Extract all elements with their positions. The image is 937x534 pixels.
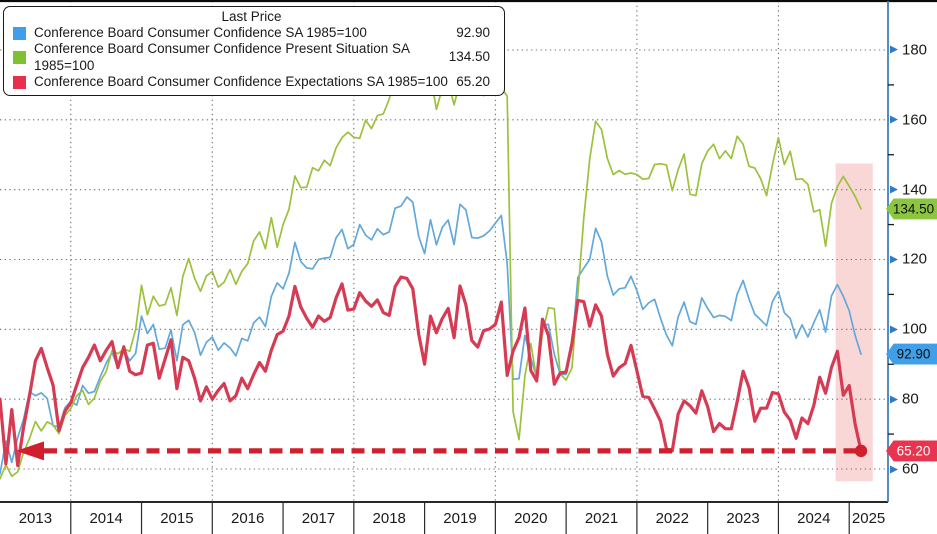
year-label-2019: 2019 (443, 510, 477, 527)
year-label-2023: 2023 (726, 510, 760, 527)
last-price-badge-expectations: 65.20 (886, 440, 937, 462)
series-line-present-situation (0, 63, 862, 480)
legend-rows: Conference Board Consumer Confidence SA … (13, 25, 490, 90)
tick-arrow-icon (890, 185, 898, 194)
legend-row: Conference Board Consumer Confidence Exp… (13, 74, 490, 90)
y-tick-value: 120 (902, 250, 928, 268)
year-label-2017: 2017 (301, 510, 336, 527)
legend-series-last-price: 92.90 (456, 25, 490, 40)
last-price-badge-confidence: 92.90 (886, 343, 937, 365)
y-tick-label-60: 60 (890, 461, 919, 478)
legend-series-name: Conference Board Consumer Confidence SA … (34, 25, 367, 40)
tick-arrow-icon (890, 115, 898, 124)
legend-box: Last Price Conference Board Consumer Con… (3, 6, 505, 97)
legend-swatch-icon (13, 26, 26, 40)
year-label-2014: 2014 (89, 510, 123, 527)
series-line-consumer-confidence (0, 196, 862, 475)
dashed-line-left-arrow-head (16, 441, 44, 461)
legend-row: Conference Board Consumer Confidence Pre… (13, 41, 490, 74)
legend-series-last-price: 65.20 (456, 73, 490, 89)
legend-series-name: Conference Board Consumer Confidence Exp… (34, 73, 448, 89)
y-tick-value: 160 (902, 111, 928, 129)
year-label-2021: 2021 (584, 510, 619, 527)
legend-row: Conference Board Consumer Confidence SA … (13, 25, 490, 41)
year-label-2018: 2018 (372, 510, 406, 527)
year-label-2022: 2022 (655, 510, 689, 527)
series-line-expectations (0, 275, 863, 468)
legend-title: Last Price (221, 9, 282, 24)
year-label-2024: 2024 (797, 510, 831, 527)
last-price-badge-present-situation: 134.50 (886, 198, 937, 220)
y-tick-label-180: 180 (890, 41, 927, 58)
year-label-2013: 2013 (18, 510, 53, 527)
tick-arrow-icon (890, 465, 898, 473)
y-tick-label-100: 100 (890, 321, 927, 338)
y-tick-label-80: 80 (890, 391, 919, 408)
tick-arrow-icon (890, 255, 898, 264)
year-label-2025: 2025 (851, 510, 886, 527)
y-tick-label-120: 120 (890, 251, 927, 268)
y-tick-value: 140 (902, 181, 928, 199)
dashed-line-end-dot (854, 444, 868, 458)
year-label-2015: 2015 (160, 510, 194, 527)
y-tick-value: 80 (902, 390, 919, 408)
recent-period-highlight-band (835, 163, 873, 482)
legend-series-name: Conference Board Consumer Confidence Pre… (34, 41, 410, 73)
y-tick-value: 180 (902, 41, 928, 59)
legend-swatch-icon (13, 51, 26, 65)
y-tick-value: 100 (902, 320, 928, 338)
tick-arrow-icon (890, 45, 898, 54)
tick-arrow-icon (890, 395, 898, 404)
legend-swatch-icon (13, 75, 26, 89)
year-label-2020: 2020 (514, 510, 548, 527)
y-tick-label-160: 160 (890, 111, 927, 128)
y-tick-value: 60 (902, 460, 919, 478)
year-label-2016: 2016 (230, 510, 265, 527)
legend-series-last-price: 134.50 (448, 49, 490, 65)
y-tick-label-140: 140 (890, 181, 927, 198)
tick-arrow-icon (890, 325, 898, 334)
